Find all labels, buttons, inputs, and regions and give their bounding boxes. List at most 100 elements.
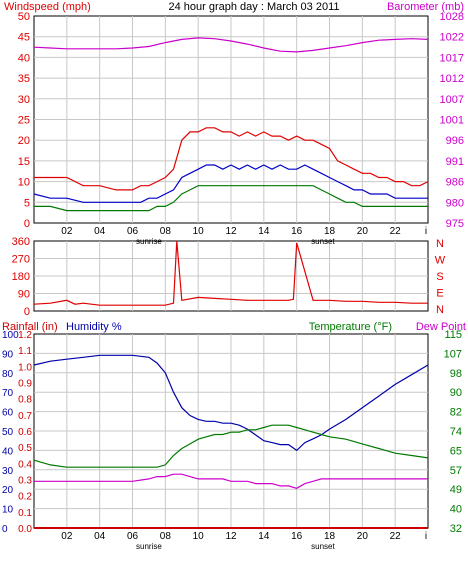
panel2-compass-label: E [436,288,443,300]
panel1-series-0 [34,127,429,191]
panel3-rain-tick: 1.2 [18,330,32,341]
x-tick-label: 20 [357,226,369,237]
x-tick-label: 22 [390,531,402,542]
x-tick-label: 06 [127,226,139,237]
panel3-temp-tick: 65 [450,445,462,457]
panel2-compass-label: S [436,271,443,283]
panel1-series-1 [33,164,428,203]
panel2-left-tick: 0 [24,306,30,318]
panel2-left-tick: 180 [12,271,30,283]
panel1-left-label: Windspeed (mph) [4,1,91,13]
sunset-label: sunset [311,542,335,551]
panel3-rain-tick: 0.5 [18,443,32,454]
x-tick-label: 08 [160,226,172,237]
panel1-right-label: Barometer (mb) [387,1,464,13]
panel3-humidity-tick: 20 [2,485,14,496]
panel1-right-tick: 1022 [440,32,464,44]
panel3-rain-tick: 0.7 [18,411,32,422]
x-tick-label: 14 [258,531,270,542]
panel3-temp-tick: 49 [450,484,462,496]
x-tick-label: 22 [390,226,402,237]
panel3-humidity-tick: 100 [2,330,19,341]
x-tick-label: 10 [193,226,205,237]
x-tick-label: 16 [291,226,303,237]
panel2-compass-label: W [435,255,446,267]
panel3-humidity-tick: 90 [2,349,14,360]
series-layer [33,37,429,529]
panel3-temp-tick: 107 [444,348,462,360]
panel3-rain-tick: 0.3 [18,476,32,487]
panel2-series-0 [33,240,428,306]
x-tick-label: 20 [357,531,369,542]
x-tick-label: 12 [225,531,237,542]
panel3-rain-tick: 0.6 [18,427,32,438]
panel3-temp-tick: 98 [450,368,462,380]
sunset-label: sunset [311,237,335,246]
sunrise-label: sunrise [136,542,162,551]
page-title: 24 hour graph day : March 03 2011 [168,1,339,13]
panel3-rain-tick: 1.1 [18,346,32,357]
panel3-rain-tick: 0.4 [18,459,32,470]
panel3-dewpoint-label: Dew Point [416,321,466,333]
panel3-rain-tick: 1.0 [18,362,32,373]
panel3-humidity-tick: 0 [2,524,8,535]
grid-layer [34,16,428,528]
panel3-temp-tick: 57 [450,465,462,477]
panel3-rain-tick: 0.9 [18,379,32,390]
panel3-temp-tick: 115 [444,329,462,341]
panel1-right-tick: 1017 [440,52,464,64]
panel3-temp-tick: 32 [450,523,462,535]
sunrise-label: sunrise [136,237,162,246]
x-end-label: i [425,531,427,542]
x-tick-label: 04 [94,226,106,237]
panel2-left-tick: 90 [18,289,30,301]
panel3-rain-tick: 0.1 [18,508,32,519]
panel3-humidity-tick: 60 [2,408,14,419]
x-tick-label: 02 [61,226,73,237]
x-tick-label: 10 [193,531,205,542]
panel1-left-tick: 10 [18,177,30,189]
panel3-rain-label: Rainfall (in) [2,321,58,333]
panel1-left-tick: 35 [18,73,30,85]
panel3-rain-tick: 0.0 [18,524,32,535]
panel3-series-0 [33,354,429,452]
x-tick-label: 02 [61,531,73,542]
panel1-right-tick: 991 [446,156,464,168]
panel1-right-tick: 996 [446,135,464,147]
panel1-left-tick: 0 [24,218,30,230]
panel3-series-1 [33,424,429,468]
x-tick-label: 06 [127,531,139,542]
panel3-temp-tick: 82 [450,407,462,419]
panel3-humidity-tick: 30 [2,466,14,477]
panel1-left-tick: 30 [18,94,30,106]
panel1-right-tick: 1028 [440,11,464,23]
panel1-right-tick: 986 [446,177,464,189]
x-tick-label: 16 [291,531,303,542]
panel1-right-tick: 1001 [440,115,464,127]
panel3-humidity-tick: 10 [2,505,14,516]
panel1-series-2 [34,185,428,212]
panel2-left-tick: 270 [12,254,30,266]
panel1-right-tick: 1012 [440,73,464,85]
panel1-right-tick: 980 [446,197,464,209]
x-tick-label: 08 [160,531,172,542]
panel1-left-tick: 5 [24,197,30,209]
panel3-temp-tick: 74 [450,426,462,438]
panel1-right-tick: 975 [446,218,464,230]
x-tick-label: 04 [94,531,106,542]
panel1-series-3 [33,37,429,53]
x-end-label: i [425,226,427,237]
panel1-left-tick: 40 [18,52,30,64]
x-tick-label: 14 [258,226,270,237]
panel3-rain-tick: 0.2 [18,492,32,503]
panel3-humidity-tick: 80 [2,369,14,380]
panel1-left-tick: 15 [18,156,30,168]
panel1-left-tick: 25 [18,115,30,127]
panel3-rain-tick: 0.8 [18,395,32,406]
panel1-right-tick: 1007 [440,94,464,106]
panel1-left-tick: 50 [18,11,30,23]
panel3-series-2 [34,473,428,489]
